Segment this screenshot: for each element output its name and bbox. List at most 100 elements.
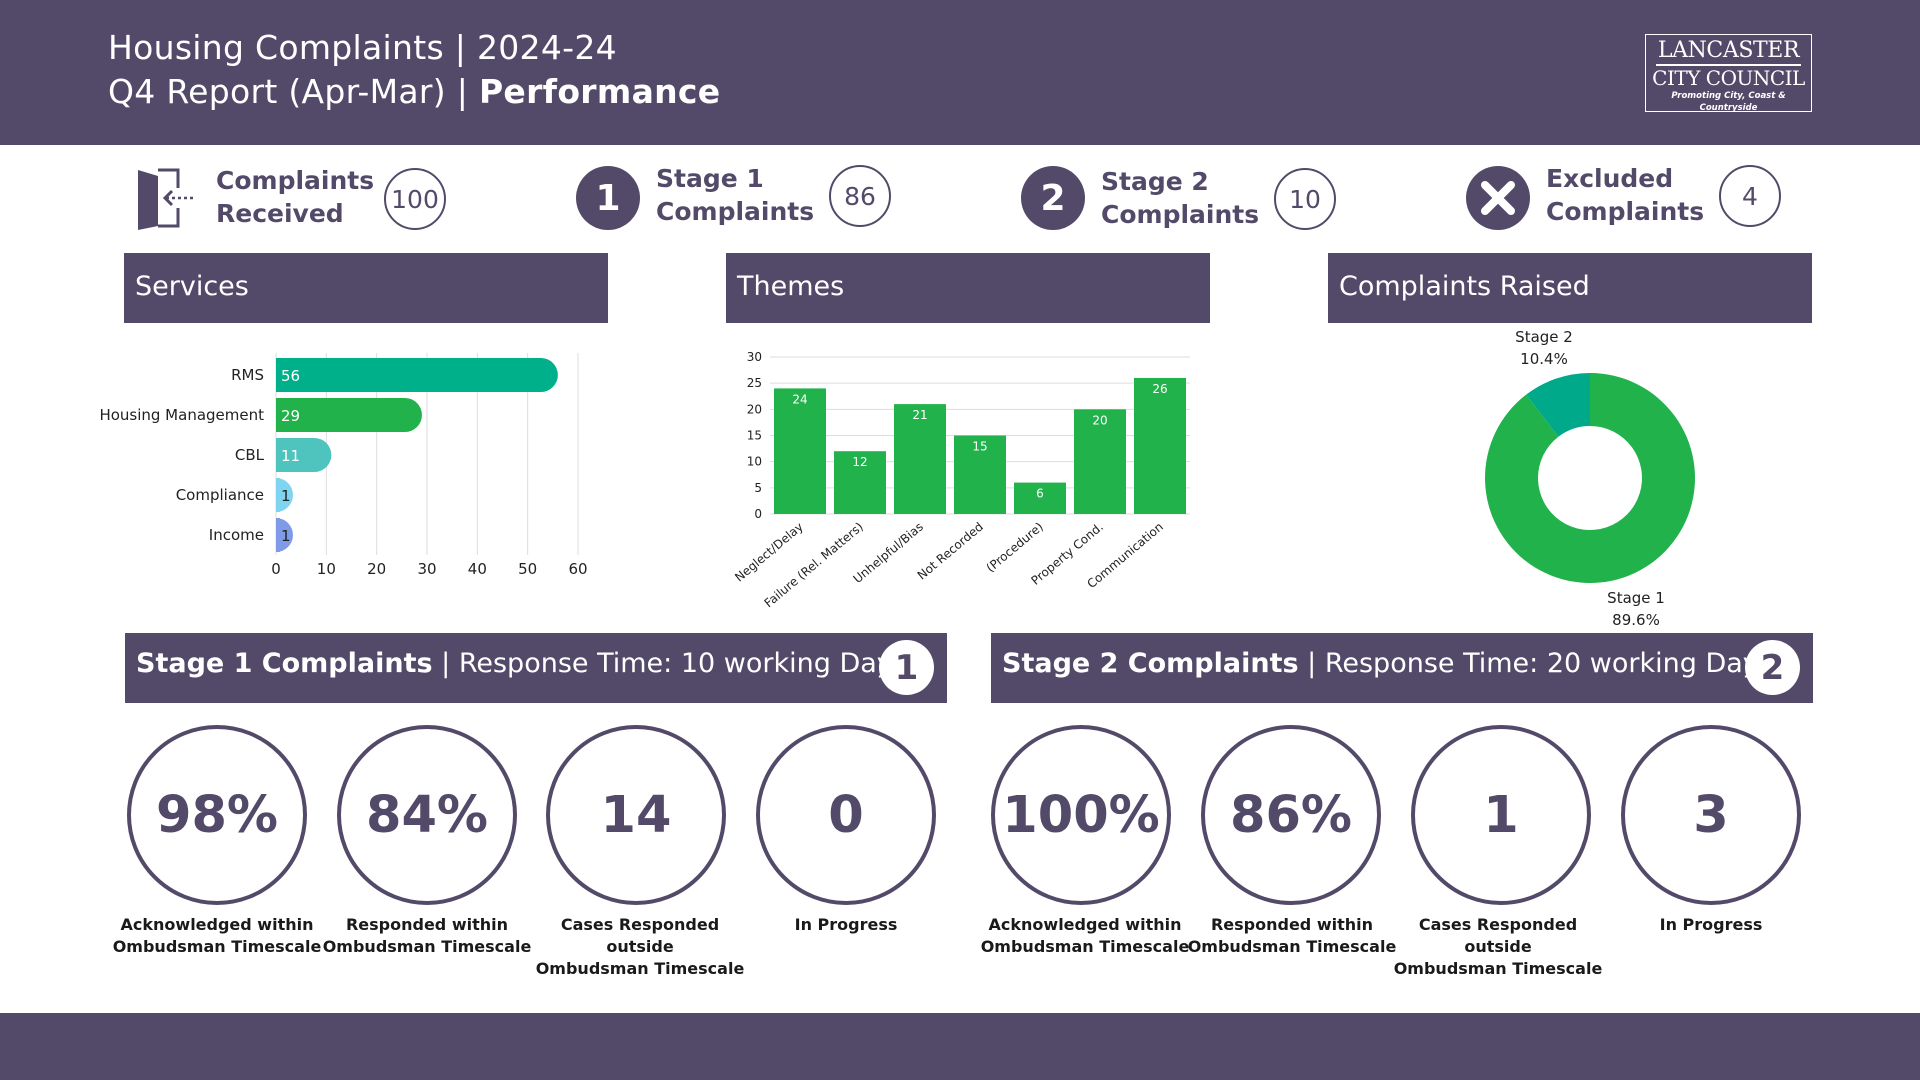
bar [276,478,280,512]
bar [1014,482,1066,514]
number-2-icon: 2 [1021,166,1085,230]
kpi-value: 100 [384,168,446,230]
bar [276,518,280,552]
kpi-label-line: Stage 2 [1101,167,1209,196]
themes-section-title: Themes [726,253,1210,323]
stage1-responded-label: Responded within Ombudsman Timescale [317,914,537,958]
kpi-label-line: Complaints [216,166,375,195]
y-tick-label: 20 [747,402,762,416]
donut-slice-stage-1 [1485,373,1695,583]
slice-value-stage-1: 89.6% [1612,611,1660,629]
kpi-label-line: Excluded [1546,164,1674,193]
kpi-label: Excluded Complaints [1546,162,1704,228]
stage1-acknowledged-metric: 98% [127,725,307,905]
metric-label-line: In Progress [1659,915,1763,934]
metric-label-line: Ombudsman Timescale [1187,937,1397,956]
kpi-label-line: Complaints [1101,200,1260,229]
x-tick-label: (Procedure) [984,520,1046,575]
stage1-acknowledged-label: Acknowledged within Ombudsman Timescale [107,914,327,958]
kpi-stage2-complaints: 2 Stage 2 Complaints 10 [1021,160,1381,240]
category-label: Compliance [176,486,264,504]
bar-value-label: 21 [912,408,927,422]
metric-label-line: Cases Responded outside [560,915,720,956]
bar-value-label: 15 [972,440,987,454]
kpi-label-line: Complaints [1546,197,1705,226]
stage1-outside-timescale-label: Cases Responded outside Ombudsman Timesca… [530,914,750,980]
metric-label-line: Ombudsman Timescale [322,937,532,956]
report-subtitle: Q4 Report (Apr-Mar) | Performance [108,72,720,111]
y-tick-label: 25 [747,376,762,390]
stage1-in-progress-metric: 0 [756,725,936,905]
bar [1074,409,1126,514]
bar [954,435,1006,514]
kpi-label-line: Received [216,199,344,228]
category-label: CBL [235,446,265,464]
donut-slice-stage-2 [1526,373,1590,437]
bar-value-label: 12 [852,455,867,469]
x-circle-icon [1466,166,1530,230]
stage1-in-progress-label: In Progress [736,914,956,936]
bar [894,404,946,514]
stage2-header: Stage 2 Complaints | Response Time: 20 w… [991,633,1813,703]
x-tick-label: 50 [518,560,537,578]
number-2-icon-text: 2 [1040,178,1065,219]
bar-value-label: 1 [281,487,291,505]
metric-label-line: Responded within [1210,915,1374,934]
y-tick-label: 15 [747,429,762,443]
bar-value-label: 20 [1092,413,1107,427]
slice-value-stage-2: 10.4% [1520,350,1568,368]
y-tick-label: 30 [747,350,762,364]
metric-label-line: Cases Responded outside [1418,915,1578,956]
x-tick-label: 0 [271,560,281,578]
report-title: Housing Complaints | 2024-24 [108,28,617,67]
slice-label-stage-1: Stage 1 [1607,589,1665,607]
bar [774,388,826,514]
bar [276,438,332,472]
stage1-outside-timescale-metric: 14 [546,725,726,905]
y-tick-label: 5 [754,481,762,495]
y-tick-label: 0 [754,507,762,521]
bar [276,478,293,512]
x-tick-label: 20 [367,560,386,578]
stage1-response-time: | Response Time: 10 working Days [432,648,907,679]
bar-value-label: 1 [281,527,291,545]
logo-line-1: LANCASTER [1657,38,1800,63]
number-1-icon-text: 1 [595,178,620,219]
stage2-acknowledged-metric: 100% [991,725,1171,905]
kpi-label: Stage 2 Complaints [1101,165,1259,231]
stage2-outside-timescale-label: Cases Responded outside Ombudsman Timesca… [1388,914,1608,980]
stage2-response-time: | Response Time: 20 working Days [1298,648,1773,679]
stage2-title: Stage 2 Complaints [1002,648,1299,679]
kpi-value: 86 [829,165,891,227]
bar-value-label: 24 [792,392,807,406]
stage2-in-progress-label: In Progress [1601,914,1821,936]
number-1-icon: 1 [576,166,640,230]
stage2-in-progress-metric: 3 [1621,725,1801,905]
logo-divider [1656,64,1801,66]
metric-label-line: Acknowledged within [988,915,1182,934]
bar [276,398,422,432]
x-tick-label: Failure (Rel. Matters) [762,520,866,611]
x-tick-label: 40 [468,560,487,578]
report-subtitle-bold: Performance [478,72,721,111]
metric-label-line: Ombudsman Timescale [112,937,322,956]
metric-label-line: In Progress [794,915,898,934]
bar-value-label: 11 [281,447,300,465]
services-bar-chart: 0 10 20 30 40 50 60 RMS 56 Housing Management 29 CB… [99,353,588,578]
kpi-complaints-received: Complaints Received 100 [136,160,496,240]
services-section-title: Services [124,253,608,323]
x-tick-label: Not Recorded [915,520,986,583]
kpi-label: Complaints Received [216,164,374,230]
category-label: Housing Management [99,406,264,424]
slice-label-stage-2: Stage 2 [1515,328,1573,346]
metric-label-line: Acknowledged within [120,915,314,934]
kpi-excluded-complaints: Excluded Complaints 4 [1466,160,1826,240]
bar-value-label: 6 [1036,487,1044,501]
x-tick-label: 60 [568,560,587,578]
category-label: RMS [231,366,264,384]
stage2-responded-label: Responded within Ombudsman Timescale [1182,914,1402,958]
complaints-raised-section-title: Complaints Raised [1328,253,1812,323]
kpi-stage1-complaints: 1 Stage 1 Complaints 86 [576,160,936,240]
kpi-label-line: Stage 1 [656,164,764,193]
